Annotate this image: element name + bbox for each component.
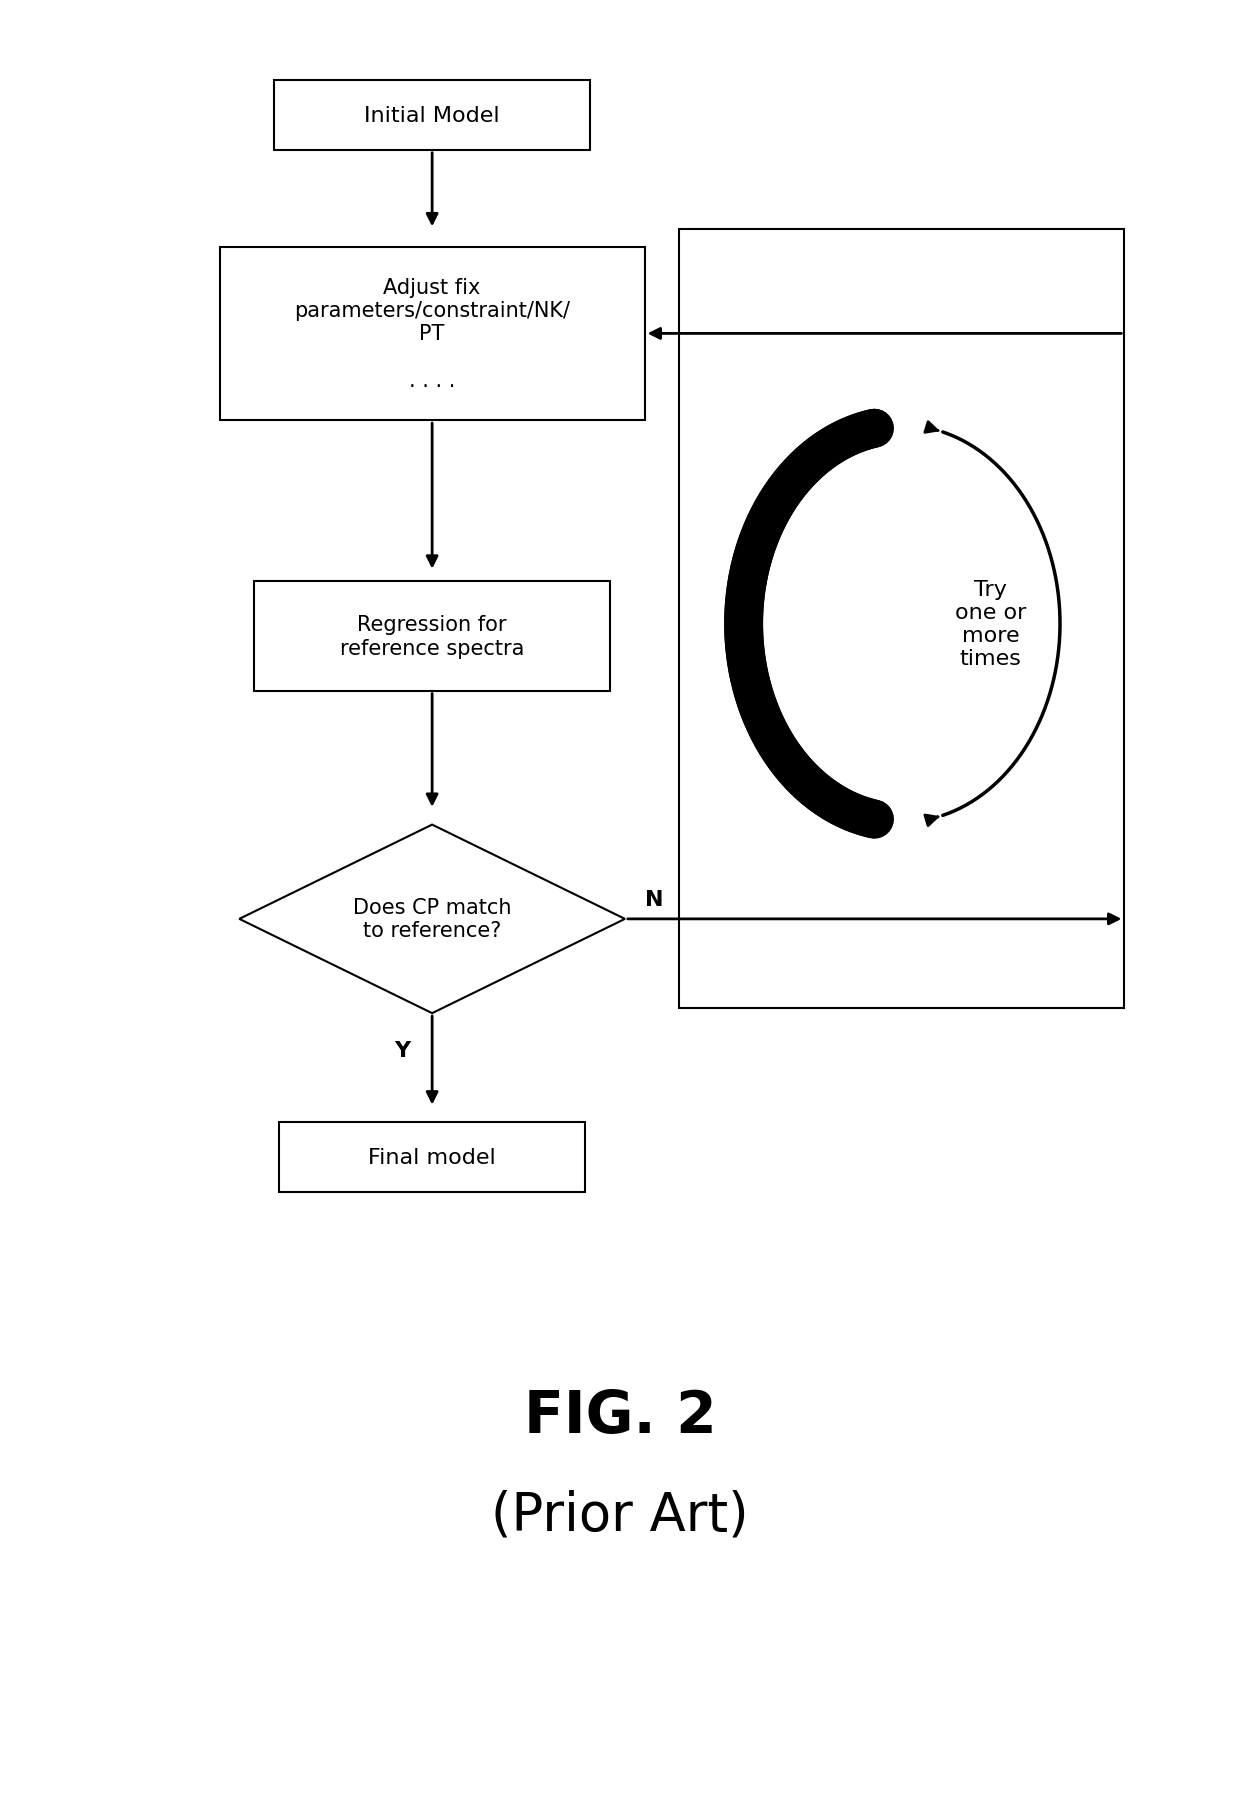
- Polygon shape: [239, 826, 625, 1014]
- Bar: [680, 229, 1125, 1008]
- Text: Try
one or
more
times: Try one or more times: [955, 580, 1027, 669]
- Text: Y: Y: [394, 1041, 410, 1061]
- Text: Does CP match
to reference?: Does CP match to reference?: [353, 898, 511, 941]
- Text: Initial Model: Initial Model: [365, 107, 500, 126]
- Text: N: N: [645, 889, 663, 909]
- Bar: [219, 248, 645, 421]
- Text: (Prior Art): (Prior Art): [491, 1489, 749, 1540]
- Bar: [279, 1122, 585, 1193]
- Text: Adjust fix
parameters/constraint/NK/
PT

. . . .: Adjust fix parameters/constraint/NK/ PT …: [294, 278, 570, 390]
- Text: Regression for
reference spectra: Regression for reference spectra: [340, 614, 525, 658]
- Text: Final model: Final model: [368, 1147, 496, 1167]
- Bar: [274, 81, 590, 150]
- Text: FIG. 2: FIG. 2: [523, 1386, 717, 1444]
- Bar: [254, 582, 610, 692]
